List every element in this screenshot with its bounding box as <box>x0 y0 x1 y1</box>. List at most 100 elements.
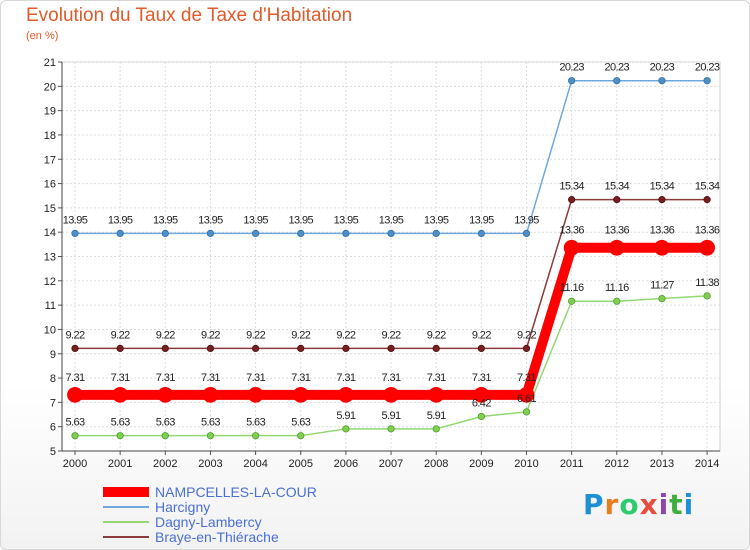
data-point <box>568 196 576 204</box>
data-label: 9.22 <box>156 329 175 341</box>
data-point <box>206 229 215 238</box>
data-label: 20.23 <box>695 62 720 74</box>
data-label: 11.16 <box>605 282 629 294</box>
y-tick-label: 11 <box>45 300 56 312</box>
data-label: 5.63 <box>201 417 220 429</box>
data-point <box>71 432 79 440</box>
data-point <box>297 432 305 440</box>
logo-letter: i <box>683 488 695 521</box>
data-point <box>522 408 531 416</box>
data-point <box>71 344 79 353</box>
y-tick-label: 20 <box>44 81 56 93</box>
data-point <box>202 386 219 403</box>
data-point <box>654 239 670 256</box>
data-point <box>563 239 580 256</box>
data-label: 7.31 <box>517 372 536 384</box>
data-point <box>116 229 124 238</box>
data-point <box>568 297 576 305</box>
legend-label: NAMPCELLES-LA-COUR <box>155 484 317 500</box>
data-point <box>703 77 711 85</box>
data-label: 15.34 <box>559 181 584 193</box>
data-point <box>473 386 490 403</box>
data-label: 5.63 <box>111 417 130 429</box>
data-point <box>387 344 395 353</box>
y-tick-label: 9 <box>50 349 56 361</box>
data-label: 11.27 <box>650 280 674 292</box>
x-tick-label: 2002 <box>153 458 177 470</box>
data-label: 13.95 <box>198 214 223 226</box>
data-point <box>383 386 399 403</box>
data-label: 5.91 <box>427 410 446 422</box>
data-point <box>703 292 711 300</box>
data-point <box>67 386 83 403</box>
data-point <box>161 229 169 238</box>
data-label: 7.31 <box>427 372 446 384</box>
data-point <box>608 239 625 256</box>
data-point <box>252 344 260 353</box>
x-tick-label: 2011 <box>560 458 584 470</box>
data-label: 5.63 <box>246 417 265 429</box>
data-label: 11.16 <box>560 282 584 294</box>
data-point <box>297 229 305 238</box>
data-point <box>297 344 305 353</box>
data-label: 7.31 <box>382 372 401 384</box>
x-tick-label: 2013 <box>650 458 674 470</box>
data-label: 9.22 <box>472 329 491 341</box>
x-tick-label: 2004 <box>243 458 267 470</box>
data-label: 13.95 <box>108 214 133 226</box>
data-point <box>518 386 535 403</box>
y-tick-label: 5 <box>50 446 56 458</box>
data-point <box>387 229 395 238</box>
y-tick-label: 16 <box>44 179 56 191</box>
data-point <box>522 344 531 353</box>
x-tick-label: 2010 <box>514 458 538 470</box>
data-label: 5.63 <box>291 417 310 429</box>
data-label: 9.22 <box>201 329 220 341</box>
data-point <box>247 386 264 403</box>
data-point <box>161 432 169 440</box>
y-tick-label: 15 <box>44 203 56 215</box>
data-point <box>658 294 666 303</box>
data-label: 6.61 <box>517 393 536 405</box>
y-tick-label: 6 <box>50 422 56 434</box>
y-tick-label: 14 <box>44 227 56 239</box>
data-point <box>157 386 174 403</box>
chart-subtitle: (en %) <box>26 30 59 42</box>
x-tick-label: 2003 <box>198 458 222 470</box>
logo-letter: r <box>604 488 620 521</box>
data-label: 13.95 <box>379 214 404 226</box>
logo-letter: o <box>619 488 640 521</box>
data-point <box>432 425 440 433</box>
data-label: 15.34 <box>605 181 630 193</box>
data-point <box>116 432 124 440</box>
data-label: 13.95 <box>514 214 539 226</box>
data-label: 13.95 <box>334 214 359 226</box>
data-label: 13.36 <box>695 225 720 237</box>
data-label: 9.22 <box>336 329 355 341</box>
data-point <box>206 344 215 353</box>
data-label: 6.42 <box>472 397 491 409</box>
x-tick-label: 2000 <box>63 458 87 470</box>
data-label: 15.34 <box>695 181 720 193</box>
data-point <box>292 386 309 403</box>
y-tick-label: 13 <box>44 252 56 264</box>
data-point <box>522 229 531 238</box>
data-point <box>337 386 354 403</box>
logo-letter: t <box>669 488 684 521</box>
data-point <box>342 229 350 238</box>
data-point <box>71 229 79 238</box>
y-tick-label: 10 <box>44 324 56 336</box>
data-label: 7.31 <box>246 372 265 384</box>
data-label: 5.63 <box>65 417 84 429</box>
data-label: 13.36 <box>650 225 675 237</box>
data-point <box>252 229 260 238</box>
data-point <box>206 432 215 440</box>
data-label: 7.31 <box>201 372 220 384</box>
x-tick-label: 2009 <box>469 458 493 470</box>
data-label: 20.23 <box>650 62 675 74</box>
data-label: 9.22 <box>65 329 84 341</box>
data-label: 20.23 <box>605 62 630 74</box>
legend-label: Harcigny <box>155 499 210 515</box>
y-tick-label: 19 <box>44 106 56 118</box>
